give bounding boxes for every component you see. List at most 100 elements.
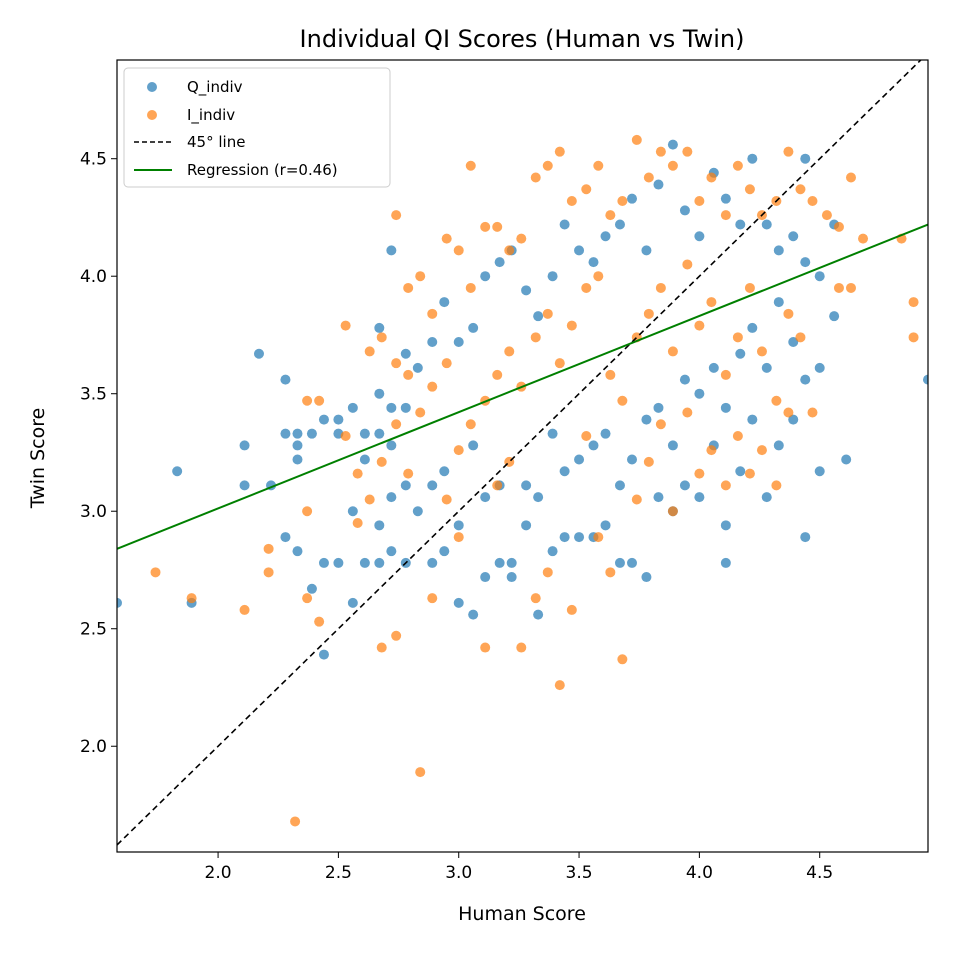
point-q-indiv (574, 245, 585, 256)
point-i-indiv (364, 494, 375, 505)
point-q-indiv (800, 257, 811, 268)
point-i-indiv (720, 369, 731, 380)
point-i-indiv (504, 346, 515, 357)
point-i-indiv (403, 282, 414, 293)
point-i-indiv (655, 282, 666, 293)
point-i-indiv (720, 210, 731, 221)
point-i-indiv (858, 233, 869, 244)
point-q-indiv (533, 311, 544, 322)
x-tick-label: 2.5 (325, 863, 352, 883)
point-i-indiv (542, 160, 553, 171)
point-q-indiv (600, 520, 611, 531)
point-q-indiv (694, 388, 705, 399)
point-q-indiv (747, 153, 758, 164)
point-q-indiv (814, 271, 825, 282)
point-q-indiv (318, 414, 329, 425)
point-i-indiv (465, 419, 476, 430)
point-q-indiv (239, 480, 250, 491)
point-i-indiv (581, 184, 592, 195)
point-i-indiv (290, 816, 301, 827)
point-i-indiv (667, 160, 678, 171)
point-q-indiv (280, 374, 291, 385)
point-q-indiv (720, 402, 731, 413)
point-q-indiv (761, 219, 772, 230)
point-q-indiv (480, 271, 491, 282)
point-i-indiv (833, 221, 844, 232)
reference-line-45 (117, 60, 922, 846)
point-q-indiv (588, 440, 599, 451)
point-i-indiv (314, 395, 325, 406)
point-q-indiv (747, 414, 758, 425)
point-i-indiv (516, 642, 527, 653)
point-q-indiv (386, 492, 397, 503)
point-i-indiv (302, 395, 313, 406)
point-i-indiv (655, 419, 666, 430)
point-i-indiv (821, 210, 832, 221)
point-q-indiv (253, 348, 264, 359)
x-tick-label: 4.5 (806, 863, 833, 883)
y-tick-label: 4.5 (80, 150, 107, 170)
point-q-indiv (494, 557, 505, 568)
point-q-indiv (374, 557, 385, 568)
point-q-indiv (559, 219, 570, 230)
point-q-indiv (788, 231, 799, 242)
point-i-indiv (391, 358, 402, 369)
point-i-indiv (186, 593, 197, 604)
point-i-indiv (744, 184, 755, 195)
point-i-indiv (566, 320, 577, 331)
point-q-indiv (292, 428, 303, 439)
point-q-indiv (720, 193, 731, 204)
point-i-indiv (415, 407, 426, 418)
point-i-indiv (391, 210, 402, 221)
point-i-indiv (617, 395, 628, 406)
point-q-indiv (923, 374, 928, 385)
point-i-indiv (453, 532, 464, 543)
point-i-indiv (771, 480, 782, 491)
point-i-indiv (263, 567, 274, 578)
point-i-indiv (593, 271, 604, 282)
point-i-indiv (617, 196, 628, 207)
point-i-indiv (845, 172, 856, 183)
legend-q-indiv-label: Q_indiv (187, 78, 243, 97)
chart-title: Individual QI Scores (Human vs Twin) (300, 25, 745, 53)
point-i-indiv (667, 506, 678, 517)
point-i-indiv (516, 233, 527, 244)
x-tick-label: 3.5 (566, 863, 593, 883)
point-i-indiv (694, 196, 705, 207)
point-i-indiv (530, 332, 541, 343)
point-i-indiv (441, 494, 452, 505)
point-q-indiv (773, 297, 784, 308)
point-i-indiv (732, 160, 743, 171)
point-q-indiv (400, 348, 411, 359)
plot-background (117, 60, 928, 852)
point-q-indiv (533, 492, 544, 503)
point-i-indiv (643, 456, 654, 467)
point-q-indiv (829, 311, 840, 322)
point-q-indiv (761, 362, 772, 373)
point-q-indiv (374, 322, 385, 333)
point-i-indiv (744, 468, 755, 479)
point-i-indiv (682, 259, 693, 270)
point-i-indiv (631, 134, 642, 145)
point-q-indiv (359, 557, 370, 568)
point-i-indiv (605, 567, 616, 578)
point-q-indiv (694, 231, 705, 242)
point-i-indiv (492, 480, 503, 491)
point-i-indiv (795, 332, 806, 343)
point-q-indiv (521, 285, 532, 296)
point-i-indiv (263, 543, 274, 554)
point-i-indiv (480, 221, 491, 232)
point-i-indiv (530, 172, 541, 183)
point-q-indiv (614, 219, 625, 230)
point-i-indiv (340, 320, 351, 331)
point-q-indiv (667, 440, 678, 451)
point-i-indiv (441, 358, 452, 369)
point-q-indiv (588, 257, 599, 268)
point-i-indiv (783, 308, 794, 319)
point-q-indiv (427, 557, 438, 568)
point-q-indiv (559, 532, 570, 543)
point-q-indiv (761, 492, 772, 503)
point-q-indiv (841, 454, 852, 465)
point-q-indiv (521, 480, 532, 491)
point-q-indiv (506, 557, 517, 568)
